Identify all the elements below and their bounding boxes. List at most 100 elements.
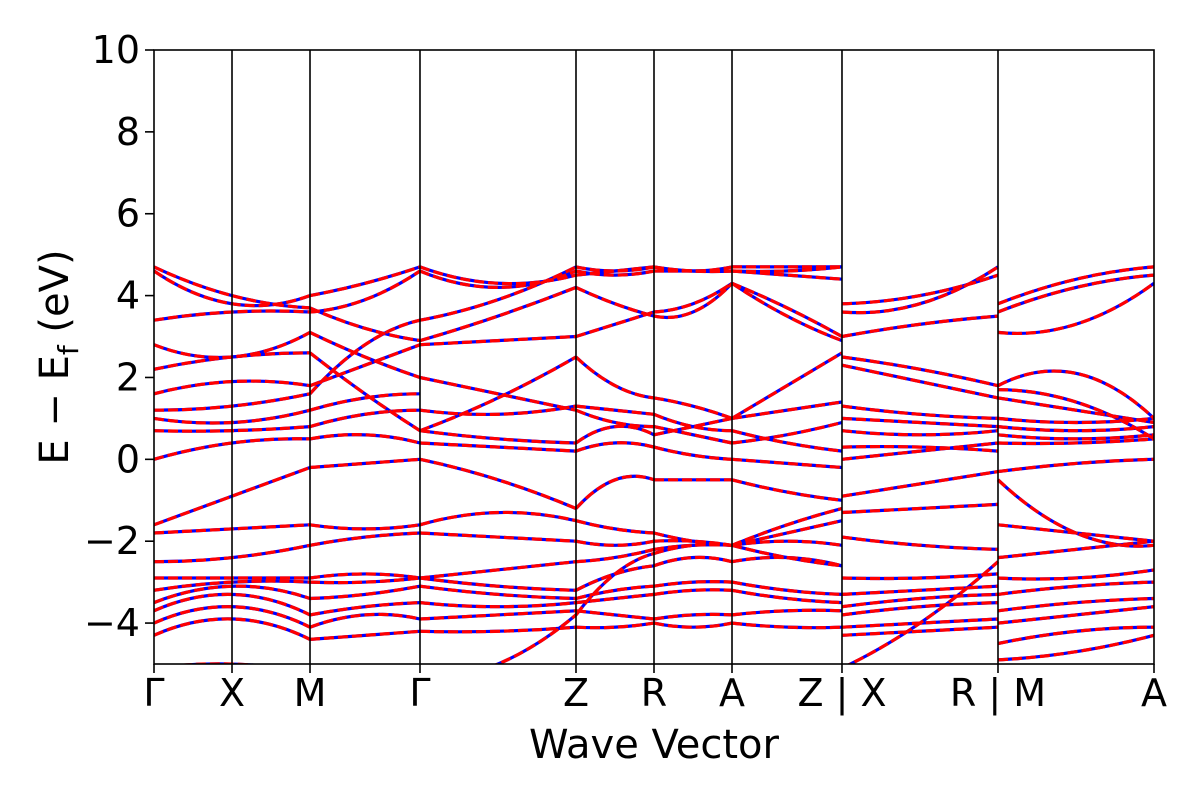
band-line [997,580,1154,596]
band-line [309,572,421,580]
band-line [309,351,421,433]
x-tick-label: R | M [950,671,1046,716]
band-line [154,605,311,629]
band-line [841,363,999,400]
band-line [309,457,421,470]
band-line [419,560,577,580]
band-line [575,265,655,277]
y-tick-label: 8 [116,110,140,154]
band-line [731,420,843,445]
band-line [574,551,655,616]
band-line [997,282,1154,336]
band-line [575,424,655,445]
band-line [997,369,1154,420]
band-line [154,617,311,641]
band-line [575,285,655,318]
x-tick-label: X [219,671,245,715]
band-line [997,633,1154,662]
band-line [154,592,311,617]
band-line [154,465,311,527]
band-line [996,478,1154,548]
band-line [653,281,733,314]
band-line [841,441,999,461]
band-line [419,601,577,609]
band-line [997,396,1154,425]
x-tick-label: Γ [409,671,430,715]
band-line [731,580,843,596]
band-line [653,580,733,588]
band-line [997,625,1154,646]
y-axis-title: E − Ef (eV) [32,249,85,464]
band-line [653,612,733,621]
band-line [997,596,1154,613]
x-tick-label: M [294,671,327,715]
y-tick-label: −4 [84,601,140,645]
band-line [731,519,843,547]
band-line [575,547,655,564]
band-line [653,282,734,320]
band-line [731,478,843,502]
band-line [419,404,577,417]
band-line [575,609,655,621]
band-line [841,535,999,551]
band-line [997,433,1154,441]
band-line [731,400,843,420]
band-line [997,523,1154,543]
band-line [997,568,1154,581]
band-line [308,318,421,395]
band-line [841,273,999,306]
band-line [419,457,577,510]
band-line [731,588,843,605]
band-line [653,416,733,437]
y-tick-label: 4 [116,274,140,318]
band-line [731,351,843,420]
band-line [309,629,421,641]
band-line [653,425,733,445]
band-line [309,269,421,314]
band-line [731,608,843,617]
y-axis-ticks: 10 8 6 4 2 0 −2 −4 [84,28,154,645]
band-line [309,408,421,429]
band-line [419,355,577,433]
band-line [653,265,733,273]
band-line [309,523,421,531]
y-axis-title-unit: (eV) [32,249,78,345]
band-lines [154,265,1154,664]
band-line [841,601,999,617]
band-line [419,429,577,445]
band-line [653,396,733,420]
band-line [574,474,655,510]
band-line [493,613,578,664]
band-line [997,605,1154,625]
kpoint-lines [231,50,999,664]
band-line [653,445,733,461]
band-line [846,560,1000,664]
band-line [731,457,843,470]
band-line [419,625,577,634]
band-line [419,584,577,601]
x-tick-label: Z [563,671,589,715]
x-tick-label: Γ [143,671,164,715]
band-line [575,269,655,277]
band-line [841,502,999,515]
band-line [574,355,655,400]
band-line [309,392,421,412]
y-tick-label: 2 [116,355,140,399]
band-line [419,285,577,343]
band-line [575,441,655,453]
band-line [419,531,577,543]
band-line [309,265,421,298]
band-line [997,539,1154,560]
band-line [841,355,999,388]
band-line [731,621,843,630]
x-tick-label: R [641,671,667,715]
band-series [154,265,1154,664]
band-line [653,555,733,568]
band-line [841,265,999,315]
band-line [575,592,655,605]
band-line [841,592,999,609]
band-line [309,612,421,629]
band-line [997,437,1154,446]
